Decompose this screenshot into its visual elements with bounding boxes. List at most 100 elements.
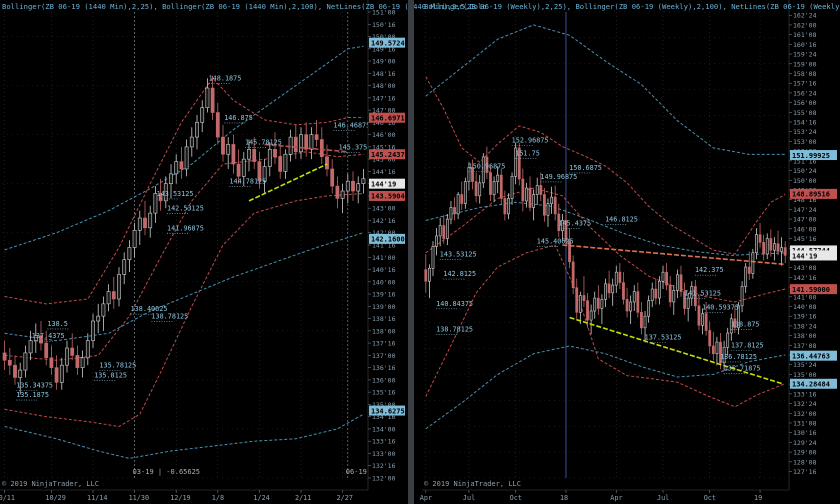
candle-body [640,312,643,329]
weekly-bollinger-bands [425,24,786,430]
candle-up [80,350,85,378]
price-highlight-box [790,150,837,161]
time-axis-background [422,490,838,504]
candle-body [765,238,769,255]
daily-time-axis[interactable]: 0/11 10/29 11/14 11/30 12/19 1/8 1/24 2/11 2/27 [0,489,406,504]
time-tick-label: Apr [610,494,622,502]
time-tick-label: 11/30 [129,494,149,502]
candle-body [236,163,241,177]
candle-body [722,346,726,364]
time-tick-label: 18 [560,494,568,502]
candle-down [111,276,116,309]
candle-up [226,137,231,169]
candle-down [179,146,184,179]
candle-down [640,301,643,335]
daily-price-axis[interactable]: 132'00 132'16 133'00 133'16 134'00 134'16 135'… [367,0,409,504]
candle-body [607,283,611,294]
price-highlight-label: 134.28484 [792,381,830,389]
candle-body [690,286,694,299]
price-tick-label: 160'16 [793,41,817,49]
time-tick-label: 19 [754,494,762,502]
swing-price-label: 136.78125 [720,353,757,361]
panel-splitter[interactable] [408,0,414,504]
candle-body [622,282,625,300]
time-tick-label: 10/29 [45,494,65,502]
candle-body [776,243,780,252]
candle-down [568,228,571,269]
candle-body [510,176,514,199]
price-tick-label: 142'16 [372,217,396,225]
candle-body [445,218,449,239]
candle-up [535,177,539,205]
price-tick-label: 133'00 [372,450,396,458]
candle-down [543,188,546,222]
swing-price-label: 138.78125 [151,313,188,321]
candle-up [611,278,615,306]
price-tick-label: 138'00 [372,327,396,335]
candle-body [507,198,510,215]
candle-body [361,178,366,184]
candle-body [179,161,184,170]
candle-up [33,323,38,353]
candle-body [148,212,153,229]
candle-up [205,78,210,113]
candle-down [215,102,220,145]
candle-body [489,172,492,195]
candle-body [117,274,121,300]
candle-up [288,129,293,162]
price-tick-label: 142'00 [372,229,396,237]
price-tick-label: 133'16 [793,390,817,398]
candle-down [442,215,446,244]
candle-body [553,196,557,215]
candle-body [91,320,95,341]
candle-up [28,330,33,361]
price-highlight-label: 136.44763 [792,352,830,360]
candle-body [215,112,220,138]
candle-up [195,115,199,150]
candle-up [299,127,303,160]
candle-up [589,304,593,335]
candle-up [600,294,604,324]
price-tick-label: 143'00 [372,205,396,213]
candle-body [539,185,543,195]
candle-body [517,147,521,180]
candle-down [762,234,766,261]
candle-down [776,230,780,256]
candle-body [2,352,7,361]
candle-body [668,284,672,303]
time-tick-label: Jul [657,494,669,502]
candle-up [267,141,272,177]
weekly-price-axis[interactable]: 127'16128'08129'00129'24130'16131'08132'… [788,0,838,504]
weekly-time-axis[interactable]: Apr Jul Oct 18 Apr Jul Oct 19 [420,489,838,504]
candle-body [132,229,137,248]
candle-body [747,266,751,274]
price-tick-label: 156'24 [793,89,817,97]
trendline [562,244,786,266]
candle-body [582,295,586,301]
bollinger-inner-lower [425,244,786,408]
candle-body [632,291,636,303]
price-tick-label: 146'00 [372,131,396,139]
price-tick-label: 138'00 [793,332,817,340]
price-tick-label: 140'00 [372,278,396,286]
candle-up [737,301,740,335]
weekly-candles [424,142,787,371]
price-highlight-box [790,284,837,295]
price-tick-label: 147'00 [793,216,817,224]
candle-up [686,292,690,322]
candle-down [625,287,629,318]
candle-body [740,286,744,307]
candle-body [23,352,28,371]
candle-down [236,149,241,184]
candle-up [456,191,460,220]
candle-body [499,174,503,199]
candle-up [773,237,776,261]
candle-body [143,217,147,229]
candle-body [431,245,435,269]
daily-chart-title: Bollinger(ZB 06-19 (1440 Min),2,25), Bol… [2,2,487,11]
price-tick-label: 150'24 [793,167,817,175]
candle-body [267,149,272,167]
candle-body [693,286,697,307]
price-tick-label: 127'16 [793,468,817,476]
